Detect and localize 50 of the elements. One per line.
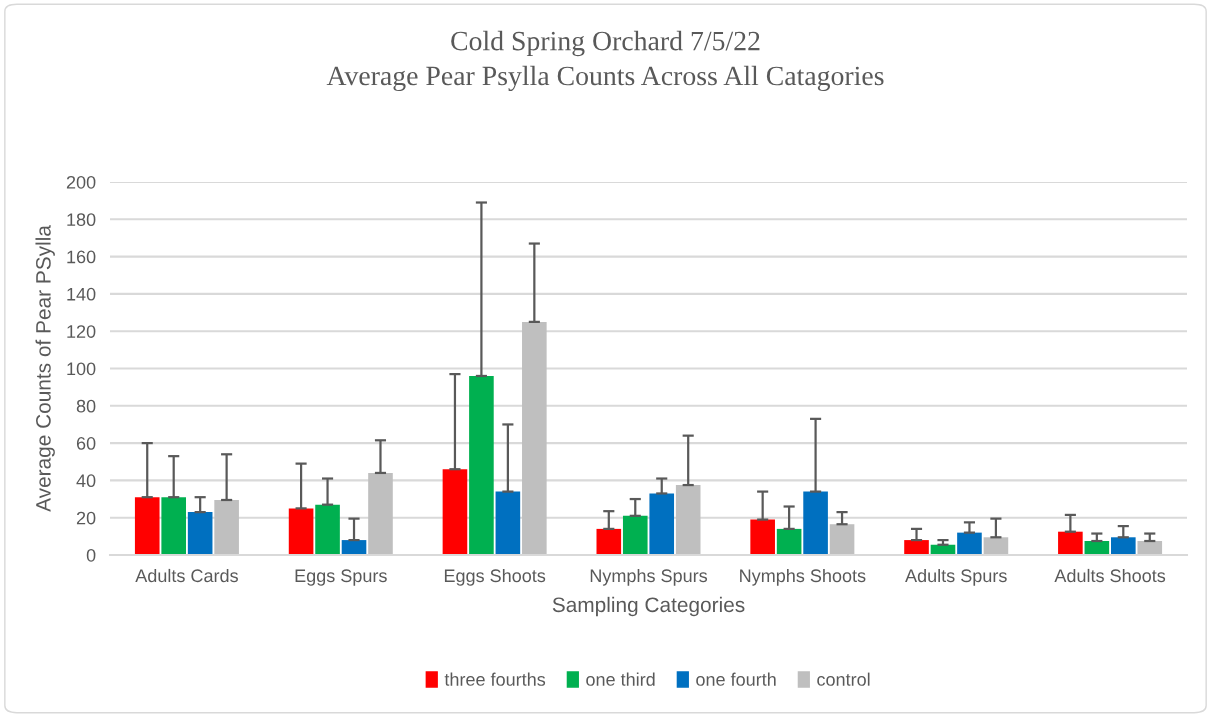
bar (161, 497, 187, 555)
legend-label: control (817, 672, 870, 686)
bar (469, 375, 494, 555)
bar (1058, 531, 1083, 555)
bar (1110, 537, 1136, 555)
x-tick-label: Nymphs Shoots (740, 568, 866, 586)
bar (803, 491, 828, 555)
y-tick-label: 120 (67, 325, 96, 338)
bar (904, 540, 929, 555)
y-tick-label: 200 (66, 175, 96, 189)
y-tick-label: 100 (67, 362, 96, 376)
bar (288, 508, 314, 555)
y-tick-label: 140 (67, 287, 96, 301)
bar (368, 472, 393, 555)
bar (675, 485, 701, 555)
x-tick-label: Adults Spurs (905, 568, 1007, 586)
x-tick-label: Adults Cards (135, 568, 238, 583)
y-tick-label: 60 (76, 437, 96, 450)
bar (596, 528, 622, 555)
chart-title: Cold Spring Orchard 7/5/22 Average Pear Psylla Counts Across All Catagories (326, 30, 884, 92)
bar (442, 469, 468, 555)
bar (214, 499, 239, 555)
bar (187, 512, 213, 555)
x-tick-label: Adults Shoots (1054, 568, 1166, 583)
y-tick-label: 40 (76, 474, 96, 488)
bar (649, 493, 675, 555)
y-tick-label: 0 (86, 548, 96, 562)
legend-label: three fourths (444, 672, 546, 686)
y-tick-label: 20 (76, 511, 96, 525)
y-tick-label: 80 (76, 399, 96, 413)
bar (522, 321, 547, 555)
bar (622, 515, 648, 555)
bar (957, 532, 982, 555)
legend-label: one third (586, 672, 655, 686)
bar (495, 491, 521, 555)
bar (829, 524, 855, 555)
x-tick-label: Nymphs Spurs (590, 568, 708, 586)
y-tick-label: 180 (67, 213, 96, 227)
x-tick-label: Eggs Spurs (295, 569, 387, 586)
x-axis-title: Sampling Categories (552, 596, 745, 617)
bar (750, 519, 775, 555)
x-tick-label: Eggs Shoots (444, 568, 546, 586)
bar (134, 497, 160, 555)
y-tick-label: 160 (67, 250, 96, 264)
bar (1137, 541, 1163, 555)
bar (983, 537, 1009, 555)
bar (776, 528, 802, 555)
legend-label: one fourth (696, 672, 776, 686)
bar (315, 504, 340, 555)
y-axis-title: Average Counts of Pear PSylla (35, 225, 55, 512)
